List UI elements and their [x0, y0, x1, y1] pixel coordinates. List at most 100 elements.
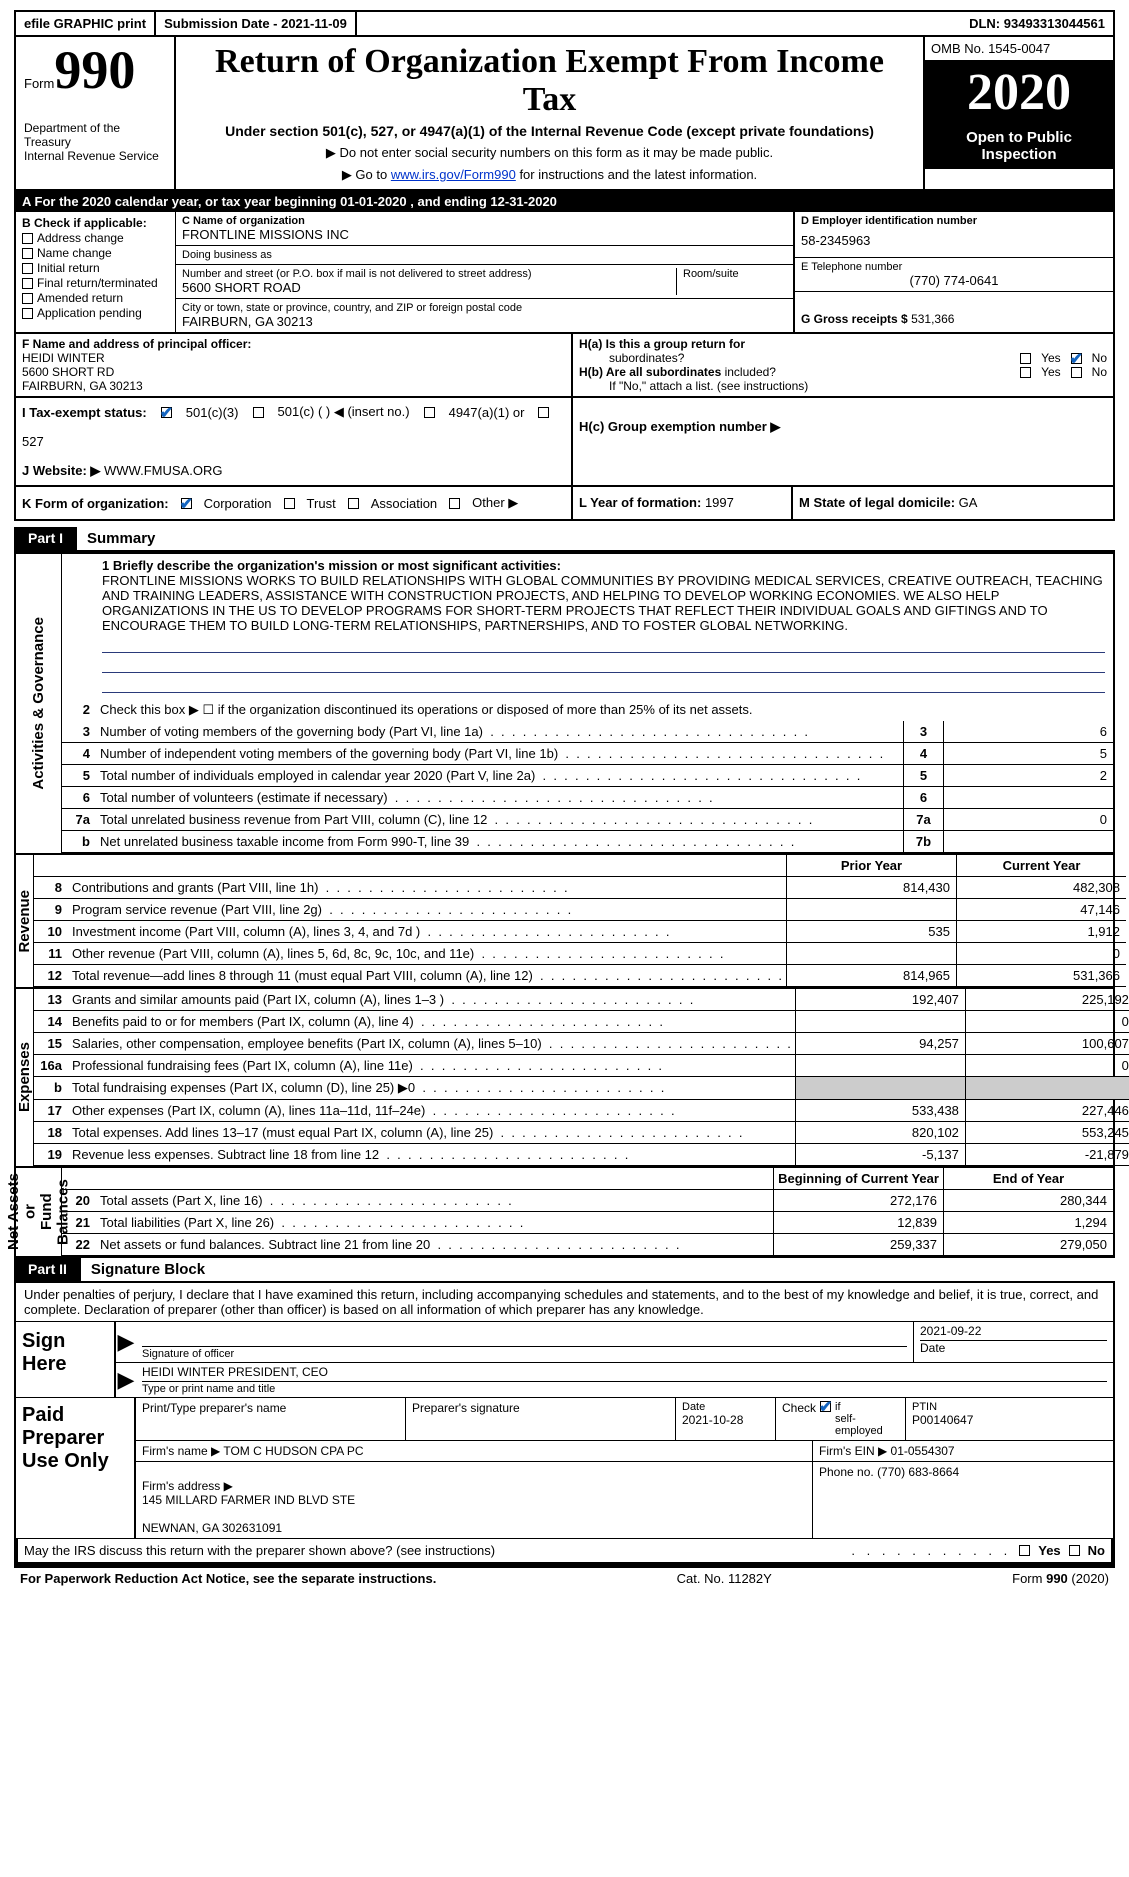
current-year-value: 100,607	[965, 1033, 1129, 1054]
prior-year-value: 814,430	[786, 877, 956, 898]
department: Department of the Treasury Internal Reve…	[24, 121, 166, 163]
form-number: 990	[54, 40, 135, 100]
section-i-j: I Tax-exempt status: 501(c)(3) 501(c) ( …	[14, 398, 1115, 487]
h-b-note: If "No," attach a list. (see instruction…	[579, 379, 1107, 393]
prior-year-value	[786, 943, 956, 964]
footer-mid: Cat. No. 11282Y	[436, 1571, 1012, 1586]
officer-name-hint: Type or print name and title	[142, 1381, 1107, 1395]
tab-activities: Activities & Governance	[30, 617, 47, 790]
city-value: FAIRBURN, GA 30213	[182, 314, 787, 329]
part-ii-title: Signature Block	[81, 1258, 1115, 1283]
sig-officer-hint: Signature of officer	[142, 1346, 907, 1360]
line-value	[943, 787, 1113, 808]
line-value: 0	[943, 809, 1113, 830]
omb-number: OMB No. 1545-0047	[925, 37, 1113, 62]
chk-sub-yes[interactable]	[1020, 367, 1031, 378]
chk-self-employed[interactable]	[820, 1401, 831, 1412]
signature-block: Under penalties of perjury, I declare th…	[14, 1283, 1115, 1566]
chk-initial-return[interactable]	[22, 263, 33, 274]
h-a-label: H(a) Is this a group return for	[579, 337, 745, 351]
line-desc: Number of voting members of the governin…	[96, 721, 903, 742]
chk-group-no[interactable]	[1071, 353, 1082, 364]
current-year-value	[965, 1077, 1129, 1099]
form-note-2: ▶ Go to www.irs.gov/Form990 for instruct…	[186, 167, 913, 183]
dba-label: Doing business as	[182, 249, 787, 261]
paid-preparer-label: Paid Preparer Use Only	[16, 1398, 136, 1538]
submission-date: Submission Date - 2021-11-09	[156, 12, 357, 35]
preparer-sig-label: Preparer's signature	[406, 1398, 676, 1440]
prep-date-label: Date	[682, 1401, 769, 1413]
irs-link[interactable]: www.irs.gov/Form990	[391, 167, 516, 182]
line-value: 2	[943, 765, 1113, 786]
current-year-value: -21,879	[965, 1144, 1129, 1165]
chk-application-pending[interactable]	[22, 308, 33, 319]
current-year-value: 279,050	[943, 1234, 1113, 1255]
page-footer: For Paperwork Reduction Act Notice, see …	[14, 1566, 1115, 1589]
ein-value: 58-2345963	[801, 227, 1107, 254]
street-label: Number and street (or P.O. box if mail i…	[182, 268, 670, 280]
prior-year-value: 533,438	[795, 1100, 965, 1121]
prior-year-value: 94,257	[795, 1033, 965, 1054]
chk-trust[interactable]	[284, 498, 295, 509]
section-net-assets: Net Assets or Fund Balances Beginning of…	[14, 1166, 1115, 1258]
officer-addr1: 5600 SHORT RD	[22, 365, 114, 379]
chk-other[interactable]	[449, 498, 460, 509]
chk-amended-return[interactable]	[22, 293, 33, 304]
line-desc: Total fundraising expenses (Part IX, col…	[68, 1077, 795, 1099]
line-box: 7b	[903, 831, 943, 852]
chk-501c[interactable]	[253, 407, 264, 418]
line-desc: Grants and similar amounts paid (Part IX…	[68, 989, 795, 1010]
line-box: 7a	[903, 809, 943, 830]
officer-name: HEIDI WINTER	[22, 351, 105, 365]
chk-association[interactable]	[348, 498, 359, 509]
firm-ein-value: 01-0554307	[891, 1444, 955, 1458]
chk-4947[interactable]	[424, 407, 435, 418]
chk-address-change[interactable]	[22, 233, 33, 244]
preparer-name-label: Print/Type preparer's name	[136, 1398, 406, 1440]
prior-year-value: 259,337	[773, 1234, 943, 1255]
firm-phone-label: Phone no.	[819, 1465, 874, 1479]
prior-year-value	[786, 899, 956, 920]
line-box: 5	[903, 765, 943, 786]
form-org-label: K Form of organization:	[22, 496, 169, 511]
chk-527[interactable]	[538, 407, 549, 418]
line-value: 5	[943, 743, 1113, 764]
line-desc: Total expenses. Add lines 13–17 (must eq…	[68, 1122, 795, 1143]
form-title: Return of Organization Exempt From Incom…	[186, 43, 913, 119]
prior-year-value	[795, 1077, 965, 1099]
line-desc: Total unrelated business revenue from Pa…	[96, 809, 903, 830]
top-bar: efile GRAPHIC print Submission Date - 20…	[14, 10, 1115, 37]
line-value: 6	[943, 721, 1113, 742]
prep-date-value: 2021-10-28	[682, 1413, 769, 1427]
chk-name-change[interactable]	[22, 248, 33, 259]
chk-group-yes[interactable]	[1020, 353, 1031, 364]
chk-501c3[interactable]	[161, 407, 172, 418]
line-desc: Total assets (Part X, line 16) . . . . .…	[96, 1190, 773, 1211]
line-box: 4	[903, 743, 943, 764]
chk-sub-no[interactable]	[1071, 367, 1082, 378]
line-value	[943, 831, 1113, 852]
firm-addr-label: Firm's address ▶	[142, 1479, 233, 1493]
chk-discuss-no[interactable]	[1069, 1545, 1080, 1556]
form-header: Form990 Department of the Treasury Inter…	[14, 37, 1115, 191]
tab-expenses: Expenses	[16, 1042, 33, 1112]
chk-final-return[interactable]	[22, 278, 33, 289]
line-desc: Salaries, other compensation, employee b…	[68, 1033, 795, 1054]
prior-year-value: 272,176	[773, 1190, 943, 1211]
chk-corporation[interactable]	[181, 498, 192, 509]
line-desc: Total revenue—add lines 8 through 11 (mu…	[68, 965, 786, 986]
line-desc: Professional fundraising fees (Part IX, …	[68, 1055, 795, 1076]
section-expenses: Expenses 13 Grants and similar amounts p…	[14, 987, 1115, 1166]
line-box: 3	[903, 721, 943, 742]
year-formation-label: L Year of formation:	[579, 495, 701, 510]
street-value: 5600 SHORT ROAD	[182, 280, 670, 295]
underline	[102, 655, 1105, 673]
line-desc: Program service revenue (Part VIII, line…	[68, 899, 786, 920]
tab-net-assets: Net Assets or Fund Balances	[6, 1168, 72, 1256]
chk-discuss-yes[interactable]	[1019, 1545, 1030, 1556]
current-year-value: 531,366	[956, 965, 1126, 986]
arrow-icon: ▶	[116, 1363, 136, 1397]
room-label: Room/suite	[683, 268, 787, 280]
arrow-icon: ▶	[116, 1322, 136, 1362]
website-label: J Website: ▶	[22, 463, 100, 478]
